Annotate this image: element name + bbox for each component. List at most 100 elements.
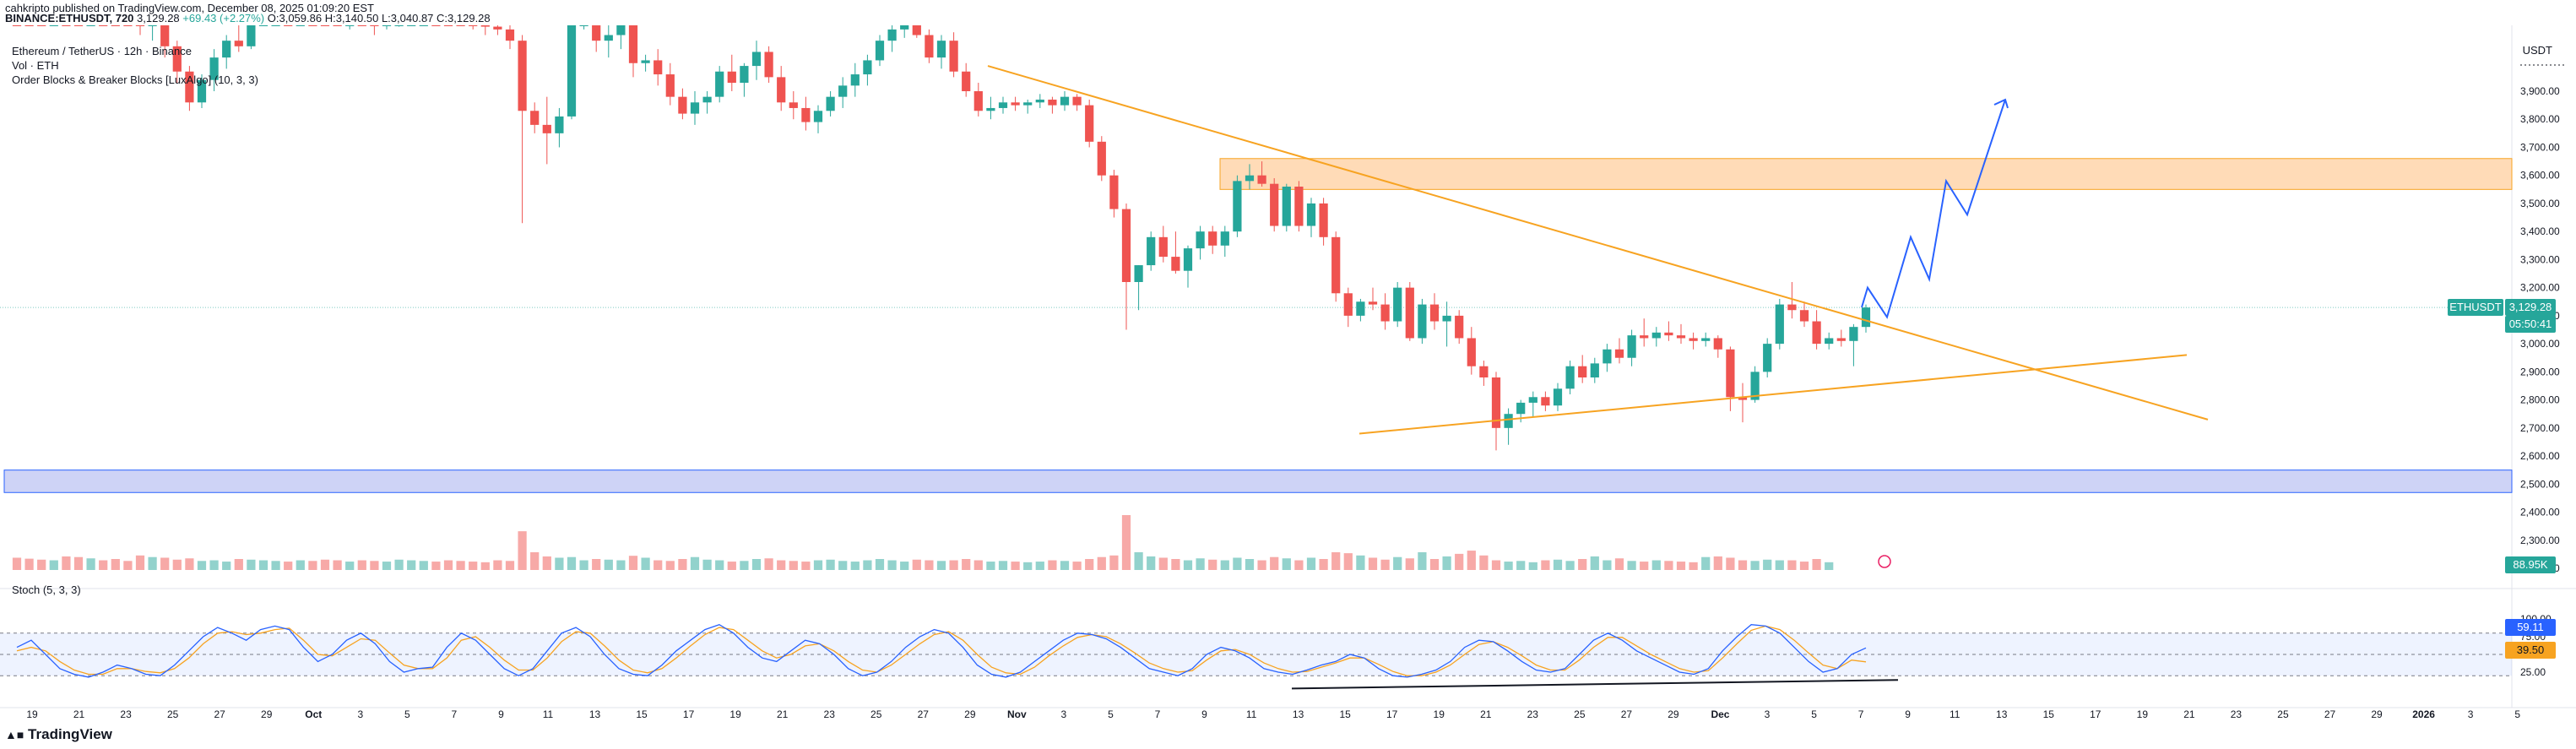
candle-body[interactable] bbox=[1676, 335, 1686, 339]
candle-body[interactable] bbox=[838, 85, 848, 97]
candle-body[interactable] bbox=[986, 107, 995, 111]
candle-body[interactable] bbox=[678, 96, 687, 114]
candle-body[interactable] bbox=[493, 26, 502, 30]
candle-body[interactable] bbox=[1294, 187, 1304, 226]
candle-body[interactable] bbox=[604, 35, 613, 41]
candle-body[interactable] bbox=[12, 25, 22, 26]
candle-body[interactable] bbox=[1516, 402, 1526, 415]
candle-body[interactable] bbox=[751, 52, 762, 67]
candle-body[interactable] bbox=[542, 124, 551, 133]
candle-body[interactable] bbox=[875, 41, 885, 61]
candle-body[interactable] bbox=[826, 96, 835, 111]
candle-body[interactable] bbox=[1121, 209, 1131, 282]
candle-body[interactable] bbox=[1775, 304, 1784, 345]
candle-body[interactable] bbox=[1541, 397, 1550, 406]
candle-body[interactable] bbox=[111, 25, 120, 26]
candle-body[interactable] bbox=[345, 25, 355, 26]
candle-body[interactable] bbox=[86, 25, 95, 26]
candle-body[interactable] bbox=[247, 25, 256, 46]
candle-body[interactable] bbox=[616, 25, 626, 35]
candle-body[interactable] bbox=[1763, 344, 1772, 372]
candle-body[interactable] bbox=[1812, 321, 1821, 345]
candle-body[interactable] bbox=[740, 66, 749, 84]
order-block-zone-orange[interactable] bbox=[1219, 158, 2513, 190]
candle-body[interactable] bbox=[962, 71, 971, 91]
candle-body[interactable] bbox=[925, 35, 934, 58]
candle-body[interactable] bbox=[1109, 175, 1119, 209]
alert-icon[interactable] bbox=[1878, 555, 1891, 568]
candle-body[interactable] bbox=[49, 25, 58, 26]
candle-body[interactable] bbox=[24, 25, 34, 26]
candle-body[interactable] bbox=[1393, 287, 1402, 322]
candle-body[interactable] bbox=[469, 25, 478, 26]
candle-body[interactable] bbox=[1750, 372, 1760, 400]
candle-body[interactable] bbox=[99, 25, 108, 26]
candle-body[interactable] bbox=[863, 60, 872, 75]
candle-body[interactable] bbox=[1331, 236, 1341, 294]
candle-body[interactable] bbox=[1282, 187, 1291, 226]
candle-body[interactable] bbox=[1640, 335, 1649, 339]
candle-body[interactable] bbox=[1849, 327, 1858, 341]
candle-body[interactable] bbox=[789, 102, 798, 108]
candle-body[interactable] bbox=[1035, 99, 1044, 103]
candle-body[interactable] bbox=[62, 25, 71, 26]
candle-body[interactable] bbox=[801, 107, 811, 122]
candle-body[interactable] bbox=[1319, 203, 1328, 237]
candle-body[interactable] bbox=[1245, 175, 1255, 182]
candle-body[interactable] bbox=[1799, 310, 1809, 322]
candle-body[interactable] bbox=[813, 111, 823, 122]
candle-body[interactable] bbox=[1565, 366, 1575, 389]
candle-body[interactable] bbox=[702, 96, 712, 103]
candle-body[interactable] bbox=[1147, 236, 1156, 266]
ascending-trendline[interactable] bbox=[1359, 354, 2188, 435]
legend-title[interactable]: Ethereum / TetherUS · 12h · Binance bbox=[12, 45, 192, 57]
candle-body[interactable] bbox=[419, 25, 428, 26]
candle-body[interactable] bbox=[284, 25, 293, 26]
candle-body[interactable] bbox=[209, 57, 219, 80]
candle-body[interactable] bbox=[1011, 102, 1020, 106]
candle-body[interactable] bbox=[912, 25, 921, 35]
candle-body[interactable] bbox=[1196, 231, 1205, 249]
candle-body[interactable] bbox=[1713, 338, 1722, 350]
candle-body[interactable] bbox=[1270, 183, 1279, 226]
candle-body[interactable] bbox=[1183, 248, 1193, 271]
candle-body[interactable] bbox=[480, 25, 490, 27]
candle-body[interactable] bbox=[1072, 96, 1082, 106]
candle-body[interactable] bbox=[1553, 388, 1563, 406]
projection-path[interactable] bbox=[1861, 99, 2006, 319]
candle-body[interactable] bbox=[1528, 397, 1537, 403]
candle-body[interactable] bbox=[1097, 141, 1106, 176]
candle-body[interactable] bbox=[1208, 231, 1217, 246]
candle-body[interactable] bbox=[456, 25, 465, 26]
candle-body[interactable] bbox=[887, 29, 897, 41]
legend-volume[interactable]: Vol · ETH bbox=[12, 59, 59, 72]
candle-body[interactable] bbox=[949, 41, 958, 72]
candle-body[interactable] bbox=[628, 25, 638, 63]
candle-body[interactable] bbox=[1356, 301, 1365, 316]
candle-body[interactable] bbox=[123, 25, 133, 26]
candle-body[interactable] bbox=[407, 25, 416, 26]
candle-body[interactable] bbox=[222, 41, 231, 58]
candle-body[interactable] bbox=[1171, 257, 1180, 271]
candle-body[interactable] bbox=[1455, 315, 1464, 339]
candle-body[interactable] bbox=[1085, 105, 1094, 142]
candle-body[interactable] bbox=[936, 41, 946, 58]
candle-body[interactable] bbox=[592, 25, 601, 41]
candle-body[interactable] bbox=[1590, 363, 1599, 377]
candle-body[interactable] bbox=[1836, 338, 1846, 341]
candle-body[interactable] bbox=[1603, 349, 1612, 364]
descending-trendline[interactable] bbox=[987, 65, 2209, 421]
candle-body[interactable] bbox=[1405, 287, 1414, 339]
candle-body[interactable] bbox=[370, 25, 379, 26]
candle-body[interactable] bbox=[579, 25, 588, 26]
candle-body[interactable] bbox=[1134, 265, 1143, 282]
candle-body[interactable] bbox=[1738, 397, 1748, 400]
candle-body[interactable] bbox=[567, 25, 577, 117]
candle-body[interactable] bbox=[73, 25, 84, 26]
candle-body[interactable] bbox=[1504, 414, 1513, 428]
candle-body[interactable] bbox=[900, 25, 909, 30]
candle-body[interactable] bbox=[1158, 236, 1168, 258]
candle-body[interactable] bbox=[1689, 338, 1698, 341]
candle-body[interactable] bbox=[998, 102, 1008, 108]
legend-stoch[interactable]: Stoch (5, 3, 3) bbox=[12, 583, 81, 596]
